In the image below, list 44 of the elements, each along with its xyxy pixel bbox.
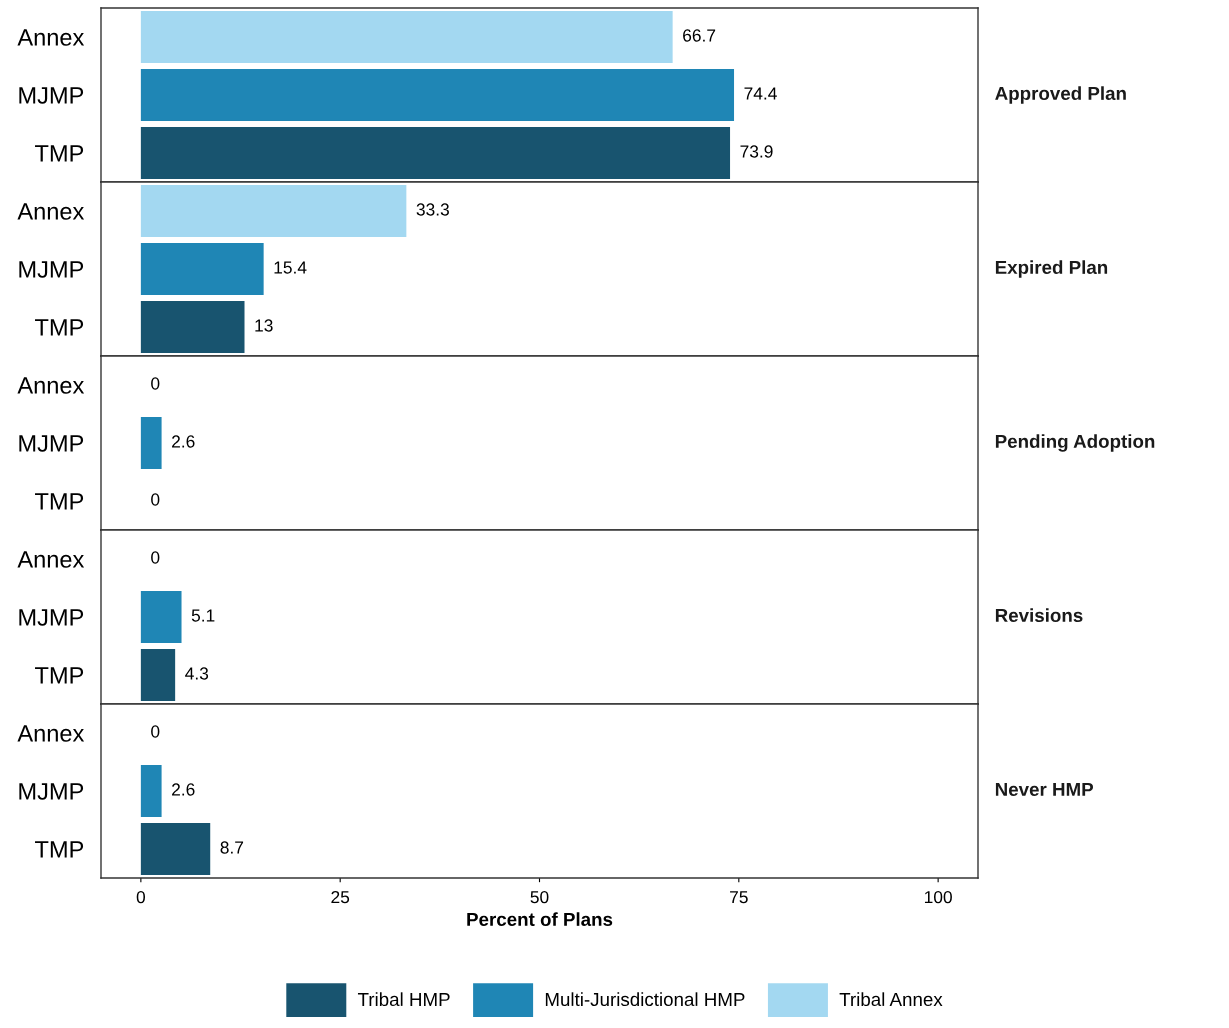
- y-tick-label: TMP: [35, 493, 84, 510]
- x-tick-label: 25: [331, 890, 350, 904]
- data-label: 0: [151, 493, 160, 506]
- legend-label: Multi-Jurisdictional HMP: [545, 992, 745, 1007]
- data-label: 66.7: [683, 29, 716, 42]
- data-label: 15.4: [274, 261, 307, 274]
- data-label: 5.1: [191, 609, 215, 622]
- y-tick-label: TMP: [35, 667, 84, 684]
- y-tick-label: Annex: [17, 29, 85, 46]
- y-tick-label: MJMP: [19, 435, 84, 452]
- y-tick-label: Annex: [17, 377, 85, 394]
- legend-label: Tribal Annex: [839, 992, 943, 1007]
- y-tick-label: MJMP: [19, 261, 84, 278]
- y-tick-label: MJMP: [19, 783, 84, 800]
- y2-axis-title: Never HMP: [995, 782, 1094, 797]
- legend-label: Tribal HMP: [357, 992, 450, 1007]
- y-tick-label: TMP: [35, 319, 84, 336]
- data-label: 0: [151, 551, 160, 564]
- y2-axis-title: Pending Adoption: [995, 434, 1155, 452]
- data-label: 4.3: [185, 667, 209, 680]
- data-label: 2.6: [172, 435, 195, 448]
- data-label: 74.4: [744, 87, 777, 100]
- y2-axis-title: Expired Plan: [995, 260, 1108, 278]
- x-axis-title: Percent of Plans: [467, 912, 613, 927]
- data-label: 2.6: [172, 783, 195, 796]
- y-tick-label: Annex: [17, 551, 85, 568]
- x-tick-label: 100: [924, 890, 952, 904]
- y-tick-label: MJMP: [19, 87, 84, 104]
- data-label: 13: [255, 319, 273, 332]
- x-tick-label: 50: [530, 890, 549, 904]
- y2-axis-title: Approved Plan: [995, 86, 1126, 104]
- data-label: 0: [151, 377, 160, 390]
- y2-axis-title: Revisions: [995, 608, 1083, 623]
- data-label: 73.9: [740, 145, 773, 158]
- x-tick-label: 75: [730, 891, 748, 904]
- data-label: 0: [151, 725, 160, 738]
- y-tick-label: MJMP: [19, 609, 84, 626]
- y-tick-label: TMP: [35, 145, 84, 162]
- y-tick-label: Annex: [17, 203, 85, 220]
- y-tick-label: Annex: [17, 725, 85, 742]
- data-label: 8.7: [220, 841, 244, 854]
- x-tick-label: 0: [136, 890, 146, 904]
- y-tick-label: TMP: [35, 841, 84, 858]
- data-label: 33.3: [416, 203, 449, 216]
